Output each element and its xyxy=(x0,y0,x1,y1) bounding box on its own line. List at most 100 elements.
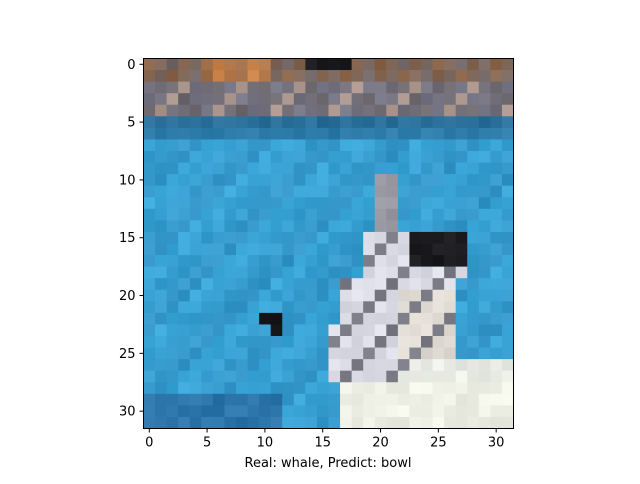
image-pixel xyxy=(305,405,318,418)
image-pixel xyxy=(490,185,503,198)
image-pixel xyxy=(409,266,422,279)
image-pixel xyxy=(467,336,480,348)
image-pixel xyxy=(143,93,156,106)
image-pixel xyxy=(178,347,191,360)
image-pixel xyxy=(444,197,457,210)
image-pixel xyxy=(201,278,214,291)
image-pixel xyxy=(270,151,283,163)
image-pixel xyxy=(340,255,353,268)
image-pixel xyxy=(351,116,364,129)
image-pixel xyxy=(455,162,468,175)
image-pixel xyxy=(501,243,514,256)
image-pixel xyxy=(316,58,329,71)
image-pixel xyxy=(328,336,341,348)
image-pixel xyxy=(478,58,491,71)
image-pixel xyxy=(224,185,237,198)
image-pixel xyxy=(224,231,237,244)
image-pixel xyxy=(363,312,376,325)
image-pixel xyxy=(259,324,272,337)
image-pixel xyxy=(259,312,272,325)
image-pixel xyxy=(316,81,329,94)
image-pixel xyxy=(201,416,214,429)
image-pixel xyxy=(282,185,295,198)
image-pixel xyxy=(467,278,480,291)
image-pixel xyxy=(293,370,306,383)
image-pixel xyxy=(351,324,364,337)
image-pixel xyxy=(316,231,329,244)
image-pixel xyxy=(224,266,237,279)
image-pixel xyxy=(224,197,237,210)
image-pixel xyxy=(259,104,272,117)
image-pixel xyxy=(143,278,156,291)
image-pixel xyxy=(478,243,491,256)
image-pixel xyxy=(409,185,422,198)
image-pixel xyxy=(444,289,457,302)
image-pixel xyxy=(247,139,260,152)
image-pixel xyxy=(374,81,387,94)
image-pixel xyxy=(247,93,260,106)
image-pixel xyxy=(166,127,179,140)
image-pixel xyxy=(259,208,272,221)
image-pixel xyxy=(259,301,272,314)
image-pixel xyxy=(316,393,329,406)
image-pixel xyxy=(501,197,514,210)
axes-frame xyxy=(143,58,514,429)
image-pixel xyxy=(351,301,364,314)
image-pixel xyxy=(236,266,248,279)
image-pixel xyxy=(224,81,237,94)
image-pixel xyxy=(328,58,341,71)
image-pixel xyxy=(444,370,457,383)
image-pixel xyxy=(409,116,422,129)
image-pixel xyxy=(166,278,179,291)
image-pixel xyxy=(247,266,260,279)
image-pixel xyxy=(212,127,225,140)
image-pixel xyxy=(490,231,503,244)
image-pixel xyxy=(363,255,376,268)
image-pixel xyxy=(282,139,295,152)
image-pixel xyxy=(363,185,376,198)
image-pixel xyxy=(178,81,191,94)
image-pixel xyxy=(340,405,353,418)
image-pixel xyxy=(363,139,376,152)
image-pixel xyxy=(259,405,272,418)
image-pixel xyxy=(351,266,364,279)
image-pixel xyxy=(328,151,341,163)
image-pixel xyxy=(247,81,260,94)
image-pixel xyxy=(247,370,260,383)
y-tick-label: 20 xyxy=(119,289,136,304)
image-pixel xyxy=(374,278,387,291)
image-pixel xyxy=(236,220,248,233)
image-pixel xyxy=(201,255,214,268)
image-pixel xyxy=(386,116,399,129)
image-pixel xyxy=(328,255,341,268)
image-pixel xyxy=(386,405,399,418)
image-pixel xyxy=(421,255,433,268)
image-pixel xyxy=(351,312,364,325)
image-pixel xyxy=(201,208,214,221)
image-pixel xyxy=(432,393,445,406)
image-pixel xyxy=(155,197,168,210)
image-pixel xyxy=(455,139,468,152)
image-pixel xyxy=(455,301,468,314)
image-pixel xyxy=(490,278,503,291)
image-pixel xyxy=(386,208,399,221)
image-pixel xyxy=(467,393,480,406)
image-pixel xyxy=(432,58,445,71)
image-pixel xyxy=(397,289,410,302)
image-pixel xyxy=(397,151,410,163)
image-pixel xyxy=(143,243,156,256)
image-pixel xyxy=(247,231,260,244)
image-pixel xyxy=(351,220,364,233)
image-pixel xyxy=(305,312,318,325)
image-pixel xyxy=(293,255,306,268)
image-pixel xyxy=(143,174,156,187)
image-pixel xyxy=(340,393,353,406)
image-pixel xyxy=(166,162,179,175)
image-pixel xyxy=(340,359,353,372)
image-pixel xyxy=(363,127,376,140)
image-pixel xyxy=(201,116,214,129)
image-pixel xyxy=(259,278,272,291)
image-pixel xyxy=(212,116,225,129)
